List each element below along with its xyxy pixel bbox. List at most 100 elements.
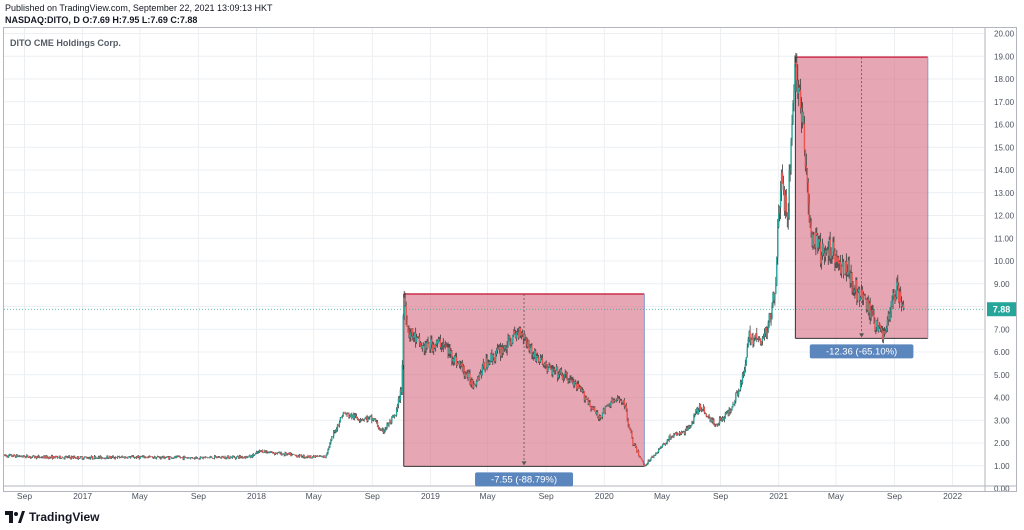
- candle: [359, 417, 362, 423]
- candle: [557, 371, 560, 380]
- candle: [671, 435, 673, 439]
- candle: [387, 422, 389, 427]
- footer-brand[interactable]: TradingView: [5, 510, 99, 524]
- candle: [827, 241, 829, 265]
- candle: [825, 248, 828, 256]
- candle: [115, 457, 118, 459]
- candle-body: [572, 380, 574, 382]
- candle-body: [118, 456, 120, 458]
- candle: [696, 407, 698, 414]
- candle: [17, 455, 19, 457]
- candle-body: [649, 460, 651, 462]
- candle-body: [479, 372, 482, 374]
- candle-body: [327, 448, 329, 454]
- candle: [256, 450, 259, 454]
- candle-body: [786, 212, 788, 218]
- candle: [389, 418, 391, 424]
- candle: [364, 417, 366, 419]
- candle: [415, 333, 418, 344]
- candle: [820, 251, 823, 270]
- candle-body: [127, 456, 129, 459]
- candle: [346, 412, 348, 418]
- candle-body: [164, 457, 166, 459]
- candle: [752, 332, 754, 348]
- candle: [178, 455, 181, 458]
- candle: [238, 454, 241, 459]
- candle: [425, 340, 427, 353]
- candle: [574, 381, 576, 388]
- candle: [150, 456, 153, 458]
- candle-body: [289, 452, 291, 455]
- candle: [775, 276, 777, 295]
- x-tick-label: Sep: [539, 491, 554, 501]
- candle-body: [186, 457, 188, 459]
- candle-body: [535, 350, 537, 362]
- candle-body: [656, 453, 658, 454]
- candle-body: [615, 400, 617, 402]
- candle: [605, 405, 607, 408]
- candle-body: [251, 455, 253, 458]
- candle: [46, 455, 48, 459]
- candle: [381, 427, 383, 432]
- candle-body: [745, 357, 748, 365]
- candle-body: [756, 333, 758, 339]
- candle-body: [604, 406, 606, 413]
- candle: [367, 416, 369, 422]
- candle-body: [286, 453, 288, 455]
- candle-body: [818, 239, 821, 243]
- candle-body: [582, 389, 585, 392]
- y-tick-label: 7.00: [994, 325, 1010, 334]
- candle: [402, 314, 404, 370]
- candle-body: [817, 235, 819, 248]
- candle: [471, 377, 473, 389]
- candle: [497, 344, 500, 350]
- candle: [466, 370, 468, 379]
- candle: [429, 347, 431, 353]
- candle-body: [148, 456, 150, 458]
- candle: [569, 375, 571, 384]
- candle: [384, 426, 386, 433]
- candle: [829, 231, 831, 264]
- candle: [223, 456, 225, 459]
- candle-body: [769, 313, 771, 323]
- candle-body: [143, 455, 145, 458]
- candle-body: [291, 454, 293, 456]
- candle-body: [584, 397, 586, 401]
- candle: [460, 361, 463, 368]
- candle-body: [464, 373, 466, 377]
- candle: [316, 455, 319, 458]
- candle-body: [397, 398, 400, 406]
- candle-body: [684, 430, 687, 435]
- candle-body: [266, 451, 268, 453]
- candle-body: [886, 319, 889, 329]
- candle: [353, 412, 355, 420]
- chart-frame: [3, 27, 1017, 492]
- candle-body: [442, 344, 444, 347]
- candle: [59, 455, 61, 460]
- candle-body: [863, 294, 866, 296]
- candle-body: [340, 417, 343, 418]
- candle-body: [49, 456, 51, 459]
- candle: [484, 368, 486, 373]
- candle: [635, 443, 637, 449]
- candle: [338, 420, 341, 428]
- candle-body: [345, 413, 347, 415]
- candle: [174, 455, 177, 459]
- candle: [434, 343, 437, 352]
- candle: [14, 455, 17, 459]
- candle-body: [24, 456, 26, 458]
- candle-body: [720, 419, 723, 421]
- candle: [42, 456, 44, 459]
- candle-body: [741, 374, 744, 384]
- candle-body: [107, 456, 109, 459]
- candle: [781, 164, 784, 184]
- candle: [602, 407, 605, 414]
- candle: [5, 454, 7, 457]
- candle-body: [240, 456, 242, 458]
- candle: [599, 414, 602, 421]
- candle-body: [789, 168, 791, 171]
- candle-body: [774, 293, 776, 301]
- candle-body: [515, 333, 517, 338]
- candle-body: [385, 427, 387, 429]
